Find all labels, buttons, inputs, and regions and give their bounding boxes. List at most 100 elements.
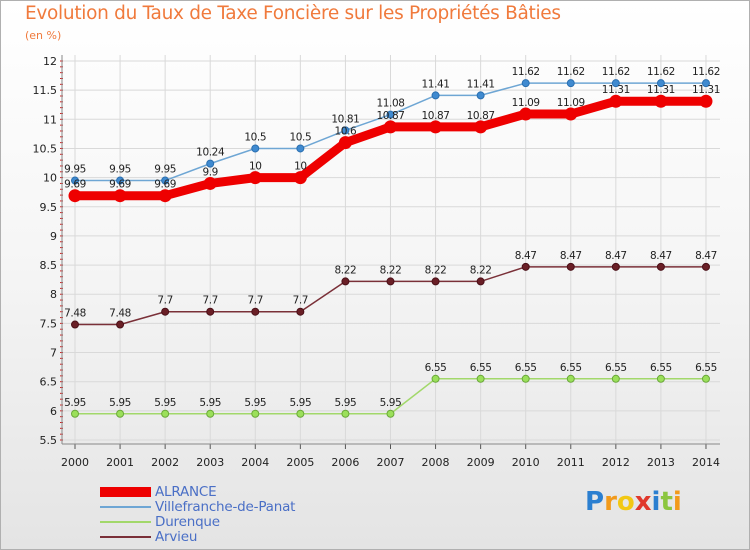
data-label-alrance: 9.69	[64, 179, 86, 191]
y-tick-label: 9.5	[40, 201, 58, 214]
point-arvieu	[521, 262, 530, 271]
point-durenque	[206, 409, 215, 418]
point-durenque	[611, 374, 620, 383]
data-label-alrance: 11.31	[602, 84, 630, 96]
grid	[62, 55, 720, 444]
point-durenque	[521, 374, 530, 383]
data-label-villefranche: 11.41	[422, 78, 450, 90]
data-label-arvieu: 8.22	[425, 264, 447, 276]
data-label-alrance: 10.87	[467, 110, 495, 122]
point-villefranche	[611, 79, 620, 88]
data-label-durenque: 6.55	[605, 362, 627, 374]
x-tick-label: 2002	[151, 456, 179, 469]
x-tick-label: 2006	[331, 456, 359, 469]
data-label-alrance: 11.09	[557, 97, 585, 109]
x-tick-label: 2000	[61, 456, 89, 469]
x-tick-label: 2009	[467, 456, 495, 469]
logo-letter: o	[616, 487, 635, 517]
data-label-alrance: 10.87	[422, 110, 450, 122]
logo-letter: r	[604, 487, 617, 517]
legend-label: Durenque	[155, 514, 220, 530]
point-arvieu	[341, 277, 350, 286]
data-label-arvieu: 8.47	[560, 250, 582, 262]
point-durenque	[251, 409, 260, 418]
point-arvieu	[206, 307, 215, 316]
y-tick-label: 11	[43, 113, 57, 126]
point-alrance	[609, 94, 623, 108]
legend-label: Villefranche-de-Panat	[155, 499, 296, 515]
data-label-alrance: 10.87	[376, 110, 404, 122]
point-durenque	[71, 409, 79, 418]
data-label-alrance: 11.31	[692, 84, 720, 96]
point-alrance	[203, 176, 217, 190]
y-tick-label: 7.5	[40, 317, 58, 330]
y-tick-label: 8	[50, 288, 57, 301]
point-villefranche	[251, 144, 260, 153]
data-label-durenque: 6.55	[695, 362, 717, 374]
point-villefranche	[386, 110, 395, 119]
point-arvieu	[431, 277, 440, 286]
x-tick-label: 2011	[557, 456, 585, 469]
point-alrance	[68, 189, 82, 203]
point-arvieu	[656, 262, 665, 271]
legend-item-arvieu: Arvieu	[100, 530, 360, 545]
data-label-arvieu: 8.22	[470, 264, 492, 276]
chart-subtitle: (en %)	[25, 29, 62, 42]
logo-letter: i	[672, 487, 682, 517]
data-label-villefranche: 10.5	[289, 131, 311, 143]
data-label-durenque: 5.95	[154, 397, 176, 409]
point-arvieu	[611, 262, 620, 271]
axes: 5.5 6 6.5 7 7.5 8 8.5 9 9.5 10 10.5 11 11.5 12 2000 200…	[33, 55, 720, 469]
point-alrance	[248, 171, 262, 185]
point-alrance	[158, 189, 172, 203]
point-alrance	[654, 94, 668, 108]
point-villefranche	[161, 176, 170, 185]
data-label-villefranche: 11.62	[602, 66, 630, 78]
x-tick-label: 2001	[106, 456, 134, 469]
data-label-durenque: 6.55	[470, 362, 492, 374]
data-label-villefranche: 9.95	[64, 164, 86, 176]
data-label-alrance: 10.6	[335, 126, 357, 138]
data-label-alrance: 10	[249, 161, 262, 173]
point-alrance	[564, 107, 578, 121]
data-label-alrance: 11.31	[647, 84, 675, 96]
point-durenque	[656, 374, 665, 383]
data-labels: 9.95 9.95 9.95 10.24 10.5 10.5 10.81 11.08 11.41…	[64, 66, 720, 409]
data-label-arvieu: 7.7	[293, 295, 309, 307]
x-tick-label: 2003	[196, 456, 224, 469]
data-label-arvieu: 7.7	[248, 295, 264, 307]
data-label-durenque: 6.55	[515, 362, 537, 374]
point-alrance	[519, 107, 533, 121]
y-tick-label: 7	[50, 347, 57, 360]
legend-swatch-arvieu	[100, 536, 151, 538]
data-label-arvieu: 8.47	[695, 250, 717, 262]
logo-letter: i	[651, 487, 661, 517]
point-arvieu	[296, 307, 305, 316]
data-label-arvieu: 8.47	[605, 250, 627, 262]
data-label-villefranche: 10.5	[244, 131, 266, 143]
x-tick-label: 2012	[602, 456, 630, 469]
y-tick-label: 6	[50, 405, 57, 418]
logo-letter: t	[660, 487, 673, 517]
legend-swatch-alrance	[100, 487, 151, 497]
data-label-villefranche: 11.62	[647, 66, 675, 78]
data-label-alrance: 11.09	[512, 97, 540, 109]
data-label-arvieu: 7.7	[157, 295, 173, 307]
data-label-alrance: 9.69	[154, 179, 176, 191]
x-tick-label: 2010	[512, 456, 540, 469]
data-label-villefranche: 10.24	[196, 147, 225, 159]
data-label-durenque: 5.95	[289, 397, 311, 409]
point-villefranche	[206, 159, 215, 168]
point-arvieu	[251, 307, 260, 316]
data-label-durenque: 5.95	[199, 397, 221, 409]
y-tick-label: 10	[43, 172, 57, 185]
chart-title: Evolution du Taux de Taxe Foncière sur l…	[25, 3, 561, 24]
x-tick-label: 2014	[692, 456, 720, 469]
data-label-durenque: 5.95	[335, 397, 357, 409]
legend-item-alrance: ALRANCE	[100, 485, 360, 500]
point-alrance	[293, 171, 307, 185]
point-durenque	[566, 374, 575, 383]
data-label-villefranche: 9.95	[154, 164, 176, 176]
x-tick-label: 2004	[241, 456, 269, 469]
data-label-alrance: 9.9	[202, 166, 218, 178]
